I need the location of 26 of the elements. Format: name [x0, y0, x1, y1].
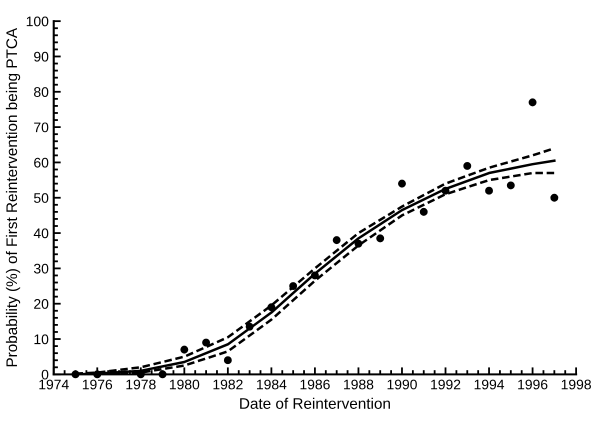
x-axis-title: Date of Reintervention — [240, 398, 390, 409]
x-tick-label: 1974 — [39, 380, 69, 390]
x-tick-label: 1996 — [518, 380, 548, 390]
y-tick-label: 50 — [34, 193, 48, 203]
x-tick-label: 1978 — [126, 380, 156, 390]
y-tick-label: 90 — [34, 52, 48, 62]
y-tick-label: 20 — [34, 299, 48, 309]
y-tick-label: 80 — [34, 87, 48, 97]
x-tick-label: 1998 — [562, 380, 591, 390]
y-tick-label: 0 — [42, 370, 48, 380]
y-tick-label: 100 — [26, 16, 48, 26]
y-tick-label: 10 — [34, 334, 48, 344]
x-tick-label: 1980 — [170, 380, 200, 390]
x-tick-label: 1982 — [213, 380, 243, 390]
y-tick-label: 30 — [34, 264, 48, 274]
x-tick-label: 1988 — [344, 380, 374, 390]
x-tick-label: 1990 — [388, 380, 417, 390]
x-tick-label: 1986 — [300, 380, 330, 390]
y-axis-title: Probability (%) of First Reintervention being PTCA — [6, 28, 20, 366]
x-tick-label: 1992 — [431, 380, 460, 390]
x-tick-label: 1994 — [474, 380, 504, 390]
y-tick-label: 40 — [34, 228, 48, 238]
y-tick-label: 60 — [34, 158, 48, 168]
x-tick-label: 1976 — [82, 380, 112, 390]
y-tick-label: 70 — [34, 122, 48, 132]
x-tick-label: 1984 — [257, 380, 286, 390]
